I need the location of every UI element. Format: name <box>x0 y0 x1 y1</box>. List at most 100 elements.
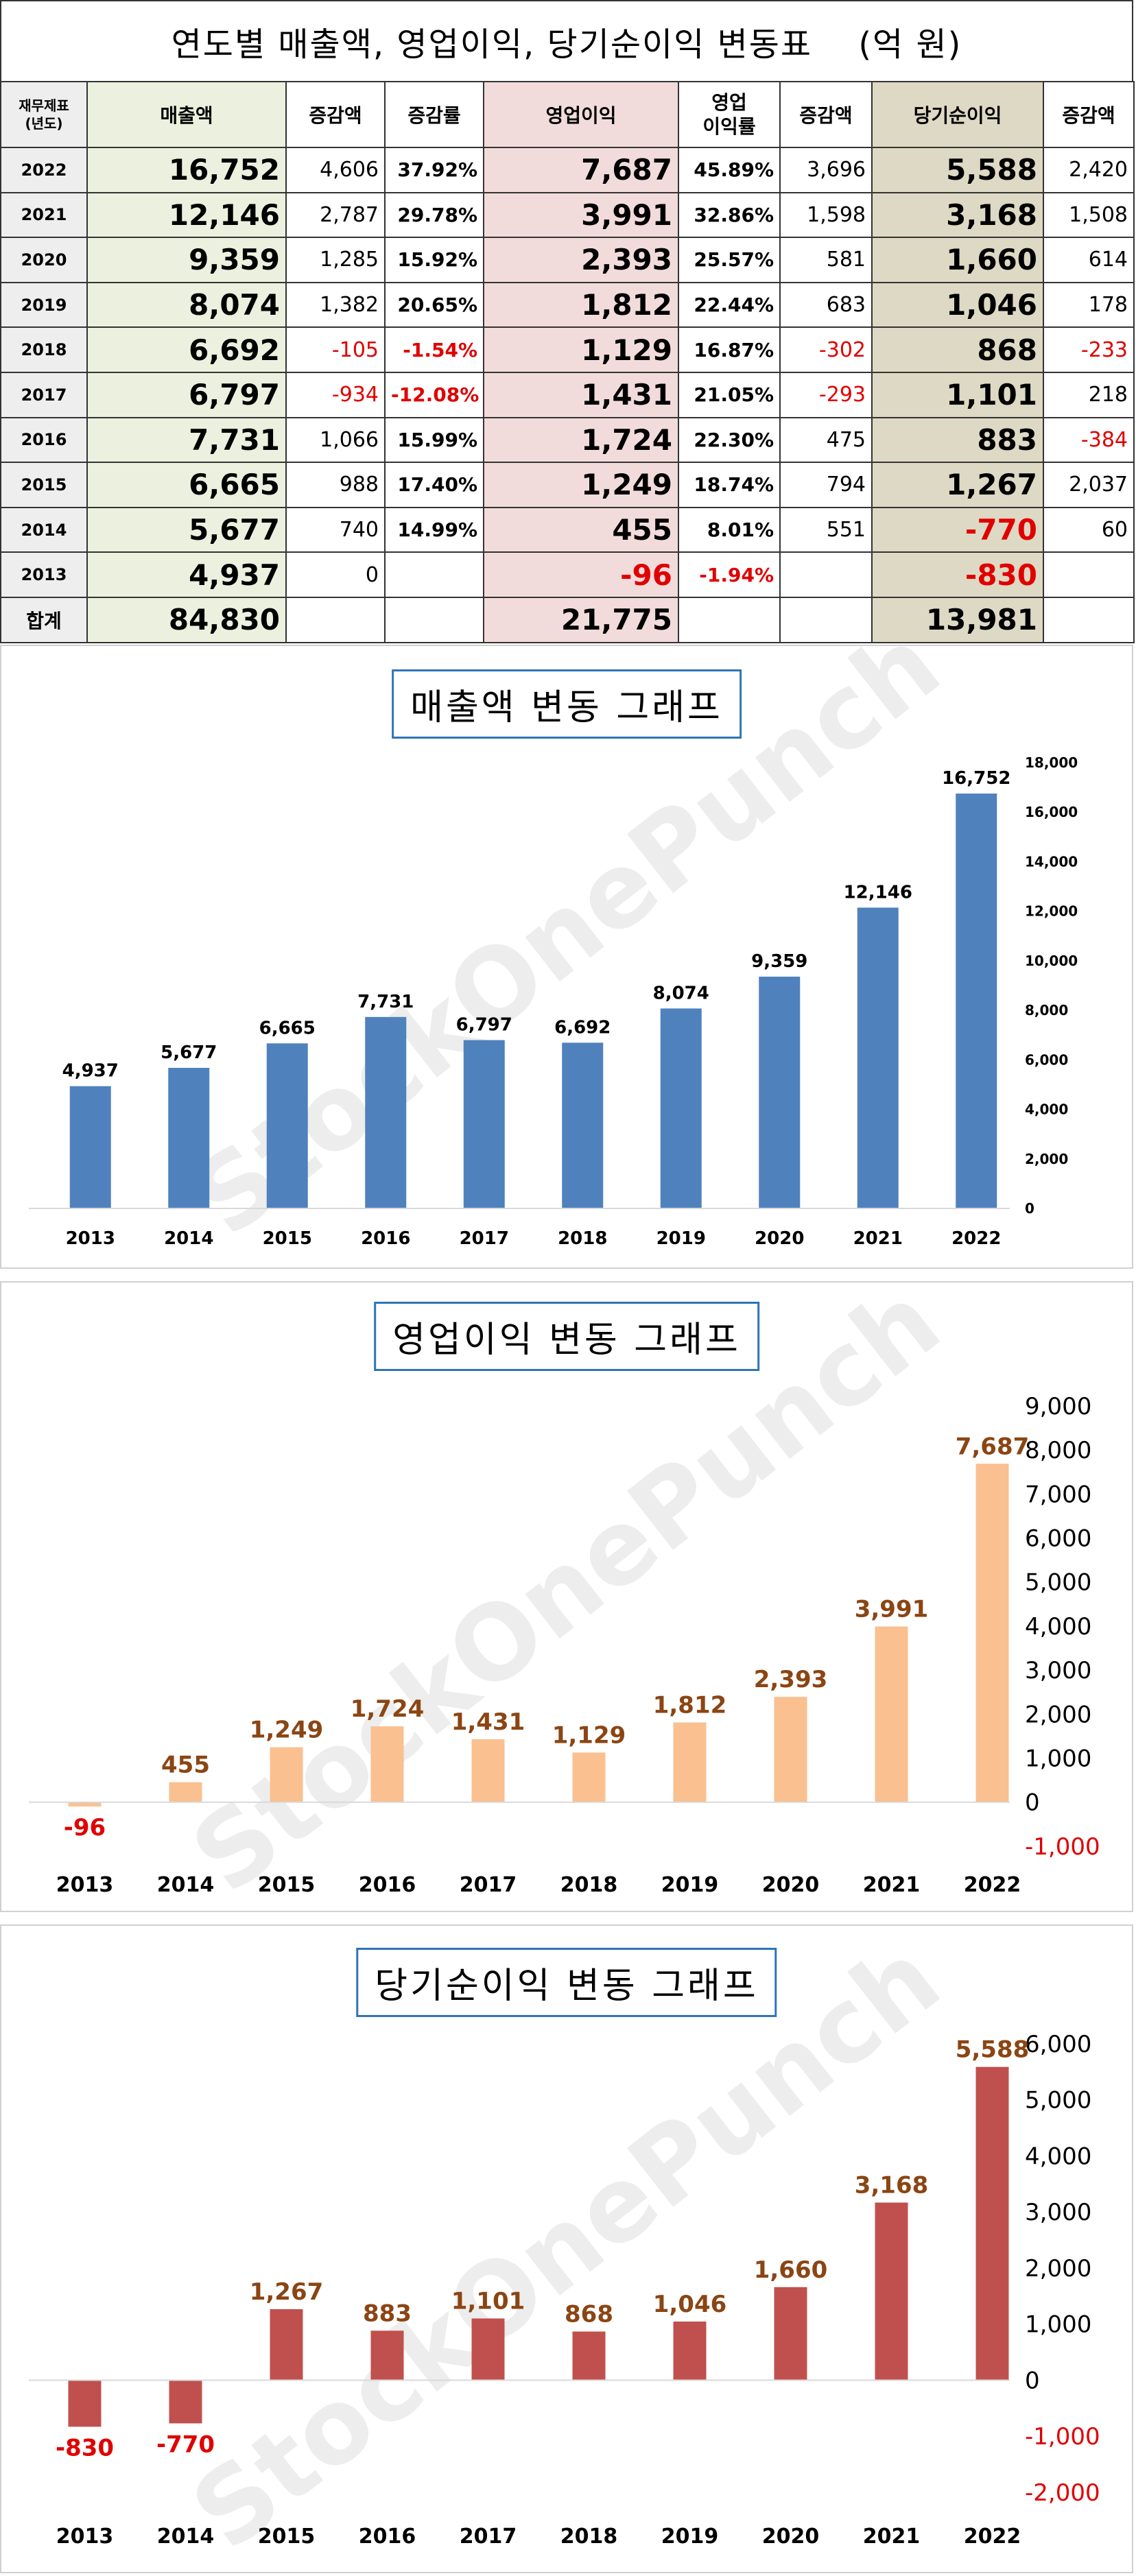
data-label: 7,731 <box>357 992 414 1012</box>
cell-net-income: 1,267 <box>871 462 1044 508</box>
header-year: 재무제표 (년도) <box>0 81 88 148</box>
cell-operating-profit: 1,812 <box>483 281 679 329</box>
y-tick-label: 4,000 <box>1025 1101 1068 1118</box>
data-label: 868 <box>565 2301 613 2328</box>
net-income-chart: 당기순이익 변동 그래프 StockOnePunch -2,000 -1,000 0… <box>0 1919 1133 2573</box>
cell-sales-rate: 37.92% <box>384 147 484 193</box>
cell-sales-change: 740 <box>285 506 386 553</box>
sales-chart-svg: 0 2,000 4,000 6,000 8,000 10,000 12,000 14,000 1… <box>29 754 1078 1249</box>
cell-operating-profit: 1,431 <box>483 371 679 418</box>
cell-year: 2019 <box>0 281 88 329</box>
data-label: 2,393 <box>754 1666 828 1693</box>
table-header-row: 재무제표 (년도) 매출액 증감액 증감률 영업이익 영업 이익률 증감액 당기… <box>0 81 1135 148</box>
y-tick-label: 12,000 <box>1025 903 1078 920</box>
cell-sales-change: 2,787 <box>285 191 386 239</box>
bar <box>759 977 801 1208</box>
cell-total-label: 합계 <box>0 596 88 643</box>
cell-net-change: 60 <box>1043 506 1135 553</box>
cell-total-sales: 84,830 <box>86 596 287 643</box>
cell-sales-rate: 29.78% <box>384 191 484 239</box>
y-tick-label: 7,000 <box>1025 1481 1091 1508</box>
cell-op-change: -302 <box>779 326 873 373</box>
cell-total-operating-profit: 21,775 <box>483 596 679 643</box>
cell-operating-margin: 22.44% <box>678 281 781 329</box>
bar <box>975 1464 1009 1802</box>
cell-sales: 6,797 <box>86 371 287 418</box>
cell-sales: 9,359 <box>86 237 287 283</box>
cell-empty <box>1043 596 1135 643</box>
bar <box>956 794 997 1208</box>
y-tick-label: 3,000 <box>1025 2199 1091 2226</box>
cell-sales: 12,146 <box>86 191 287 239</box>
cell-net-change: 614 <box>1043 237 1135 283</box>
category-label: 2013 <box>56 2525 114 2549</box>
cell-year: 2014 <box>0 506 88 553</box>
y-tick-label: 0 <box>1025 1200 1034 1217</box>
data-label: 1,129 <box>552 1721 626 1749</box>
category-label: 2016 <box>359 2525 416 2549</box>
y-tick-label: 6,000 <box>1025 2031 1091 2058</box>
category-label: 2017 <box>460 1228 509 1249</box>
header-op-change: 증감액 <box>779 81 873 148</box>
cell-net-change <box>1043 551 1135 598</box>
category-label: 2018 <box>560 1873 618 1897</box>
cell-year: 2015 <box>0 462 88 508</box>
category-label: 2020 <box>755 1228 804 1249</box>
cell-sales-rate: -1.54% <box>384 326 484 373</box>
category-label: 2021 <box>863 2525 921 2549</box>
cell-year: 2018 <box>0 326 88 373</box>
header-net-change: 증감액 <box>1043 81 1135 148</box>
data-label: 5,677 <box>161 1042 217 1063</box>
y-tick-label: -2,000 <box>1025 2479 1100 2507</box>
bar <box>168 1067 210 1208</box>
y-tick-label: 9,000 <box>1025 1393 1091 1420</box>
y-tick-label: 14,000 <box>1025 853 1078 870</box>
y-tick-label: 2,000 <box>1025 1701 1091 1728</box>
cell-operating-margin: 8.01% <box>678 506 781 553</box>
category-label: 2018 <box>558 1228 607 1249</box>
cell-net-income: 3,168 <box>871 191 1044 239</box>
data-label: 6,665 <box>259 1018 316 1038</box>
data-label: -96 <box>64 1814 106 1841</box>
cell-operating-profit: 455 <box>483 506 679 553</box>
table-row: 2021 12,146 2,787 29.78% 3,991 32.86% 1,598 3,1… <box>0 191 1135 239</box>
cell-sales-change: 0 <box>285 551 386 598</box>
cell-sales-change: 1,285 <box>285 237 386 283</box>
cell-net-income: -830 <box>871 551 1044 598</box>
bar <box>774 1697 807 1802</box>
cell-operating-profit: 1,724 <box>483 416 679 464</box>
data-label: 1,724 <box>351 1695 425 1723</box>
table-row: 2015 6,665 988 17.40% 1,249 18.74% 794 1,267 2,0… <box>0 462 1135 508</box>
cell-sales: 8,074 <box>86 281 287 329</box>
cell-sales-change: -105 <box>285 326 386 373</box>
y-tick-label: 4,000 <box>1025 1613 1091 1641</box>
table-total-row: 합계 84,830 21,775 13,981 <box>0 596 1135 643</box>
cell-net-income: -770 <box>871 506 1044 553</box>
header-operating-profit: 영업이익 <box>483 81 679 148</box>
category-label: 2017 <box>460 1873 517 1897</box>
cell-net-change: 2,420 <box>1043 147 1135 193</box>
header-operating-margin: 영업 이익률 <box>678 81 781 148</box>
cell-empty <box>779 596 873 643</box>
y-tick-label: 2,000 <box>1025 2255 1091 2282</box>
data-label: 1,046 <box>653 2291 727 2318</box>
cell-sales-change: 1,066 <box>285 416 386 464</box>
bar <box>875 2202 908 2381</box>
category-label: 2017 <box>460 2525 517 2549</box>
bar <box>370 2330 404 2381</box>
cell-sales: 6,665 <box>86 462 287 508</box>
cell-sales-rate <box>384 551 484 598</box>
header-net-income: 당기순이익 <box>871 81 1044 148</box>
operating-profit-chart-title: 영업이익 변동 그래프 <box>374 1302 759 1371</box>
cell-operating-profit: 1,129 <box>483 326 679 373</box>
cell-year: 2017 <box>0 371 88 418</box>
cell-net-change: 1,508 <box>1043 191 1135 239</box>
y-tick-label: 1,000 <box>1025 1745 1091 1773</box>
y-tick-label: 1,000 <box>1025 2311 1091 2339</box>
cell-operating-profit: 7,687 <box>483 147 679 193</box>
bar <box>471 1739 505 1802</box>
category-label: 2021 <box>863 1873 921 1897</box>
category-label: 2015 <box>263 1228 312 1249</box>
net-income-chart-title: 당기순이익 변동 그래프 <box>356 1948 777 2017</box>
cell-op-change: 794 <box>779 462 873 508</box>
